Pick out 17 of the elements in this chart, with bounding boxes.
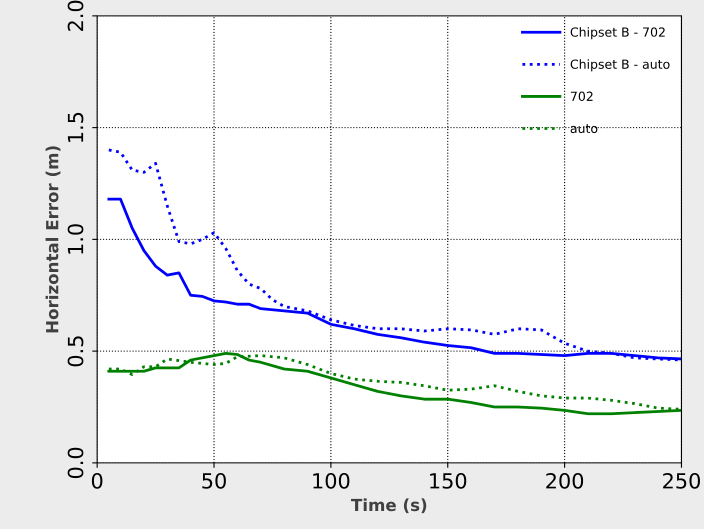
x-tick-label: 250: [663, 472, 700, 489]
y-tick-label: 1.0: [68, 224, 84, 254]
legend-label: Chipset B - auto: [570, 59, 670, 72]
legend-label: 702: [570, 92, 593, 101]
x-tick-label: 50: [202, 472, 226, 489]
y-tick-label: 0.5: [68, 336, 84, 366]
x-tick-label: 100: [313, 472, 350, 489]
legend-label: auto: [570, 124, 598, 134]
y-tick-label: 0.0: [68, 448, 84, 478]
legend-label: Chipset B - 702: [570, 27, 665, 40]
x-tick-label: 0: [92, 472, 102, 489]
y-axis-title: Horizontal Error (m): [46, 146, 60, 332]
x-tick-label: 200: [546, 472, 584, 489]
y-tick-label: 1.5: [68, 112, 84, 142]
y-tick-label: 2.0: [68, 0, 84, 31]
x-axis-title: Time (s): [351, 498, 426, 514]
x-tick-label: 150: [430, 472, 466, 489]
